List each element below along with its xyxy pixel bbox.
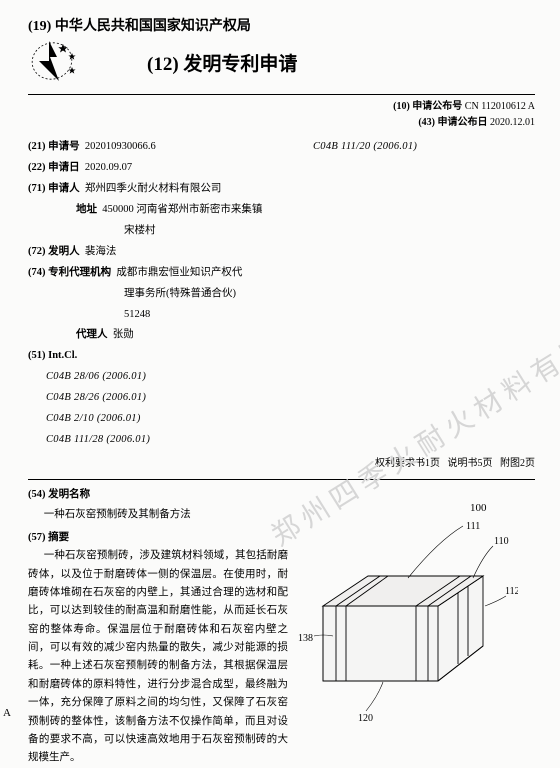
agency-line1: 成都市鼎宏恒业知识产权代	[116, 267, 242, 278]
doc-type-title: (12) 发明专利申请	[147, 49, 297, 76]
fig-ref-110: 110	[494, 536, 509, 547]
address-label: 地址	[76, 204, 97, 215]
abstract-label: (57) 摘要	[28, 529, 288, 547]
claims-pages: 权利要求书1页	[375, 458, 440, 469]
cnipa-logo	[28, 39, 82, 86]
applicant: 郑州四季火耐火材料有限公司	[85, 183, 222, 194]
side-letter: A	[3, 707, 11, 719]
desc-pages: 说明书5页	[448, 458, 493, 469]
pub-date-label: (43) 申请公布日	[418, 117, 487, 128]
patent-figure: 100 111 110 112 138 120	[288, 486, 518, 736]
agent-label: 代理人	[76, 329, 108, 340]
pub-date: 2020.12.01	[490, 117, 535, 128]
ipc-code: C04B 2/10 (2006.01)	[28, 409, 535, 429]
applicant-label: (71) 申请人	[28, 183, 80, 194]
pub-number-row: (10) 申请公布号 CN 112010612 A	[28, 99, 535, 115]
ipc-code: C04B 111/28 (2006.01)	[28, 430, 535, 450]
agency-line2: 理事务所(特殊普通合伙)	[28, 284, 535, 304]
pub-date-row: (43) 申请公布日 2020.12.01	[28, 115, 535, 131]
fig-ref-100: 100	[470, 502, 487, 514]
app-date: 2020.09.07	[85, 162, 132, 173]
pub-number: CN 112010612 A	[465, 101, 535, 112]
agent: 张勋	[113, 329, 134, 340]
agency-line3: 51248	[28, 305, 535, 325]
invention-title-label: (54) 发明名称	[28, 486, 288, 504]
fig-ref-111: 111	[466, 521, 480, 532]
drawings-pages: 附图2页	[500, 458, 535, 469]
invention-title: 一种石灰窑预制砖及其制备方法	[28, 506, 288, 524]
fig-ref-138: 138	[298, 633, 313, 644]
ipc-label: (51) Int.Cl.	[28, 350, 77, 361]
agency-label: (74) 专利代理机构	[28, 267, 111, 278]
ipc-code: C04B 28/06 (2006.01)	[28, 367, 535, 387]
app-date-label: (22) 申请日	[28, 162, 80, 173]
fig-ref-120: 120	[358, 713, 373, 724]
abstract-text: 一种石灰窑预制砖，涉及建筑材料领域，其包括耐磨砖体，以及位于耐磨砖体一侧的保温层…	[28, 547, 288, 768]
inventor-label: (72) 发明人	[28, 246, 80, 257]
pub-number-label: (10) 申请公布号	[393, 101, 462, 112]
ipc-extra: C04B 111/20 (2006.01)	[313, 137, 417, 157]
fig-ref-112: 112	[505, 586, 518, 597]
app-no: 202010930066.6	[85, 141, 156, 152]
authority: (19) 中华人民共和国国家知识产权局	[28, 15, 535, 35]
address-line1: 450000 河南省郑州市新密市来集镇	[102, 204, 262, 215]
address-line2: 宋楼村	[28, 221, 535, 241]
inventor: 裴海法	[85, 246, 117, 257]
ipc-code: C04B 28/26 (2006.01)	[28, 388, 535, 408]
app-no-label: (21) 申请号	[28, 141, 80, 152]
